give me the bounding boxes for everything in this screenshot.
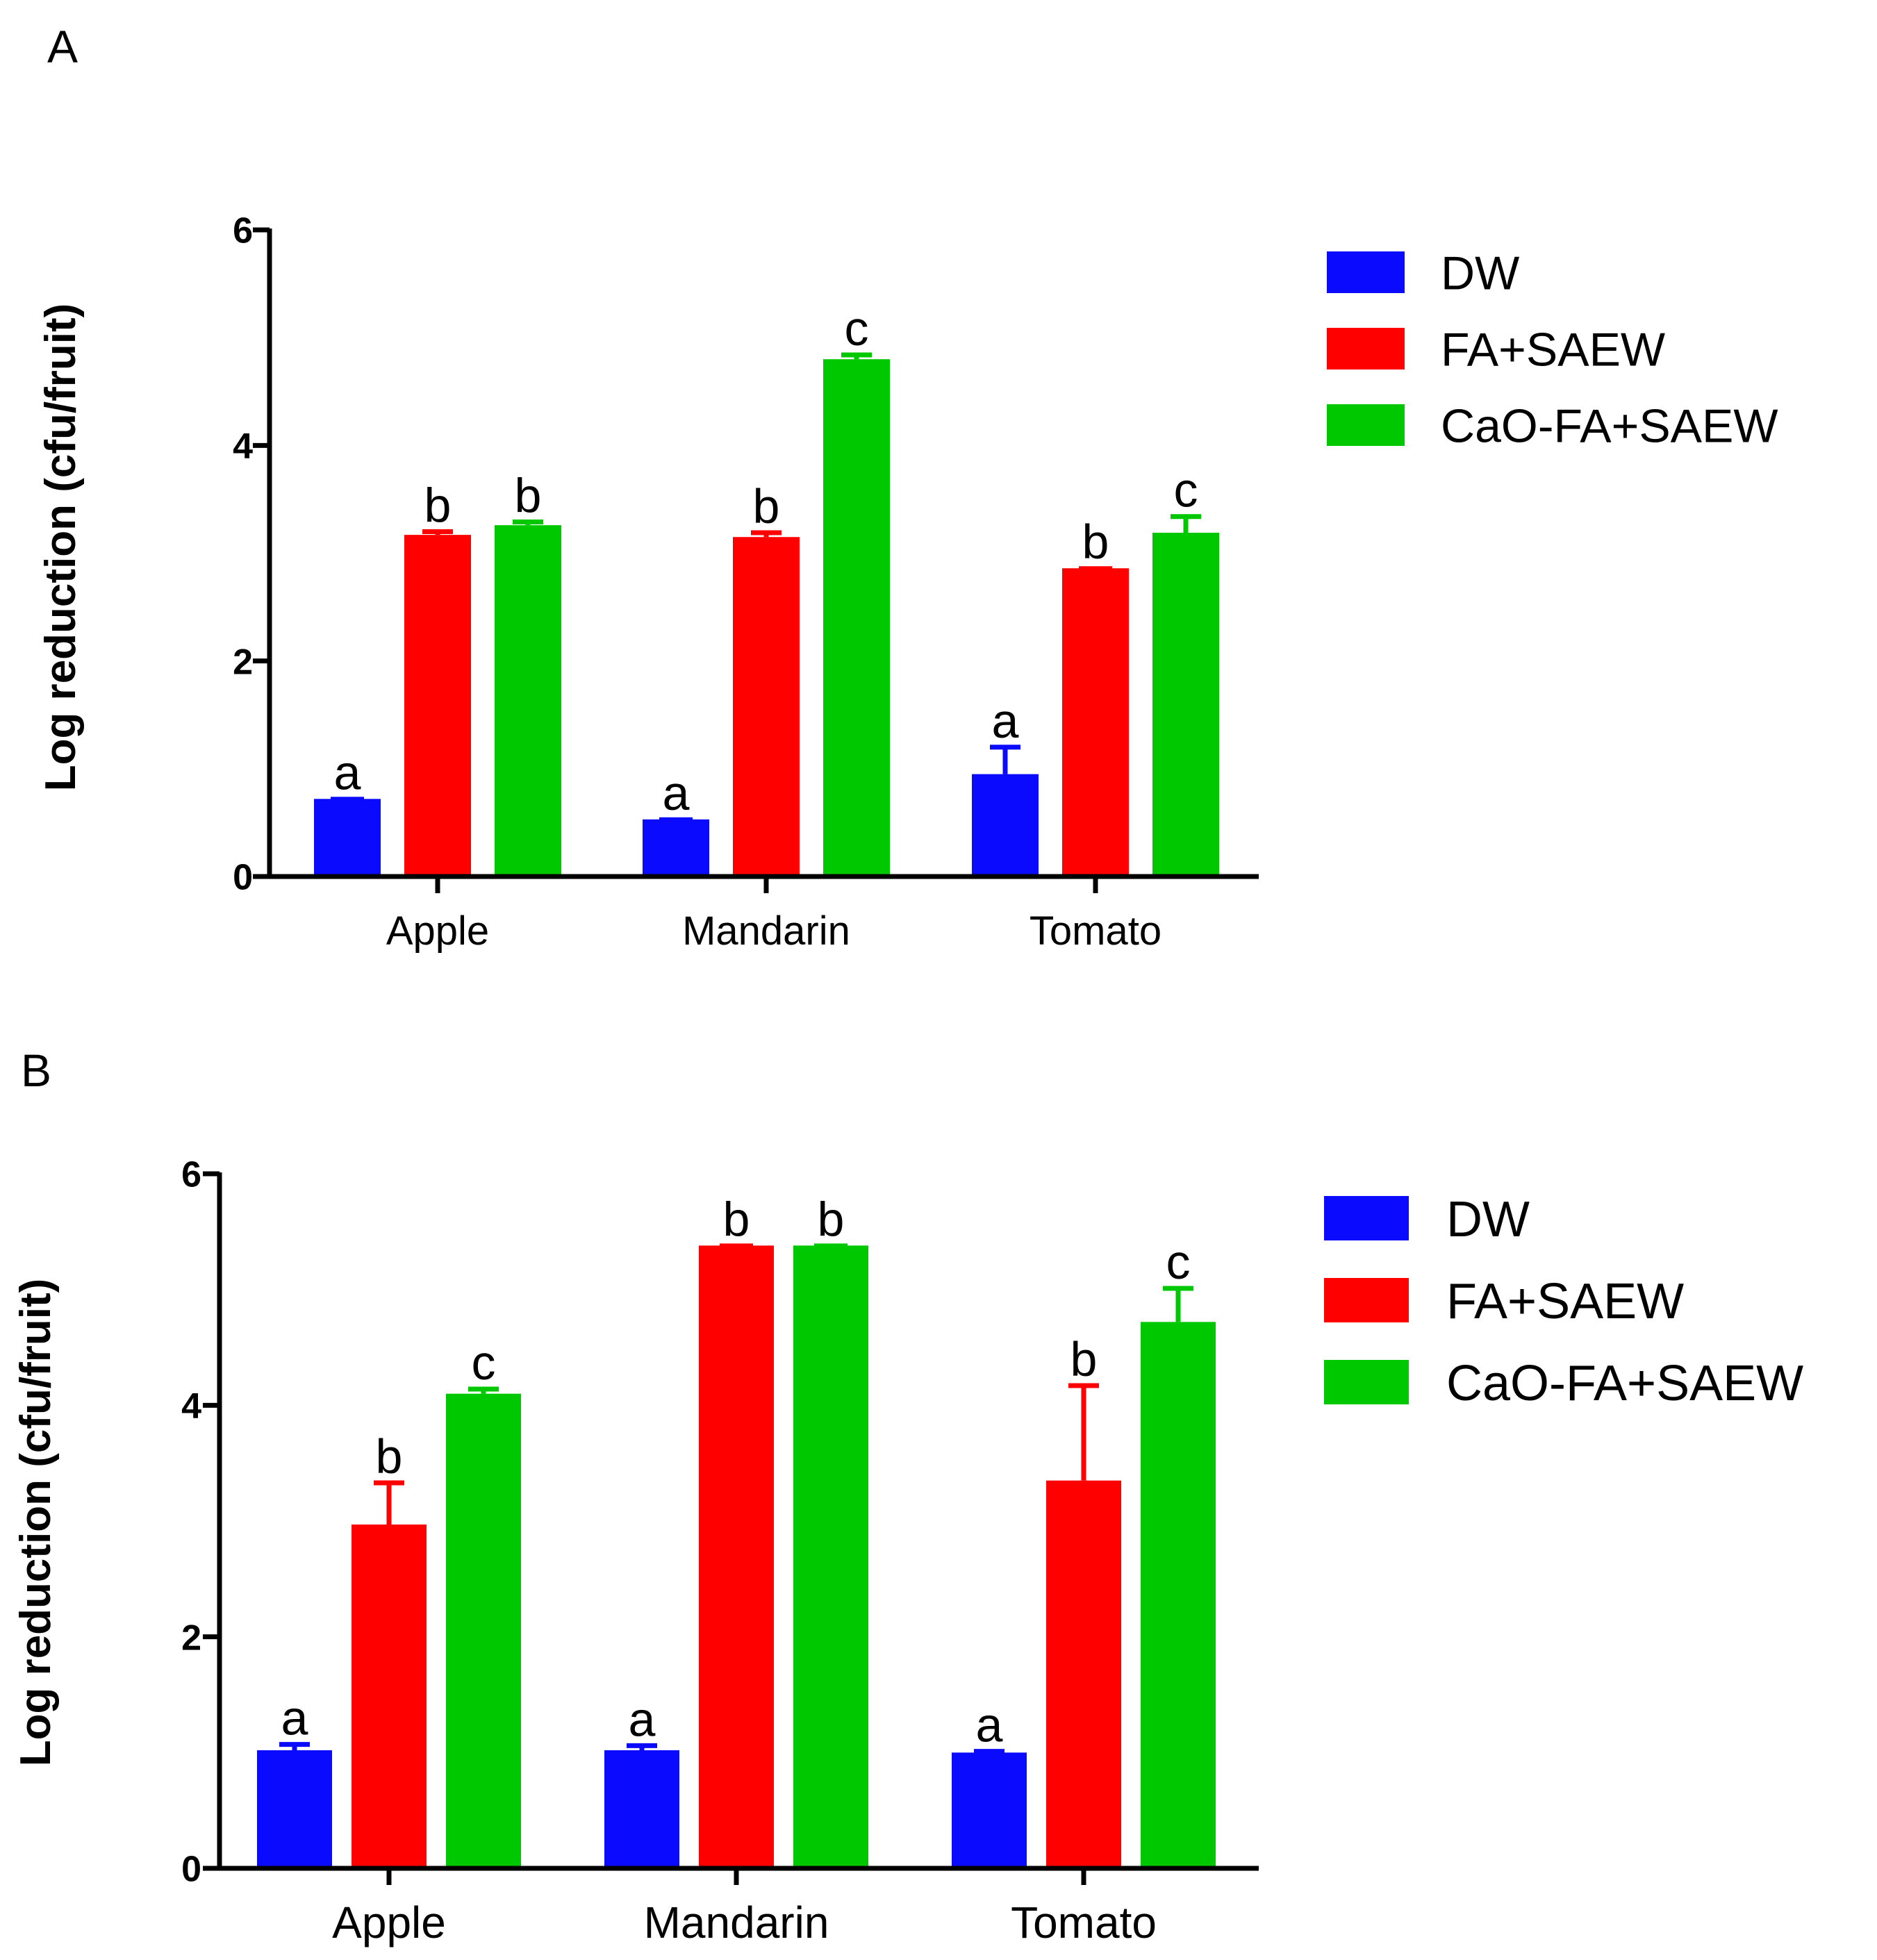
bar-cao-fa-saew-tomato — [1152, 533, 1219, 877]
x-tick-label-tomato: Tomato — [1011, 1897, 1157, 1947]
legend-swatch-fa-saew — [1324, 1278, 1409, 1322]
bar-dw-mandarin — [643, 819, 709, 877]
bar-dw-apple — [257, 1750, 332, 1868]
legend-label-fa-saew: FA+SAEW — [1441, 323, 1665, 376]
x-tick-label-tomato: Tomato — [1030, 908, 1161, 954]
bar-fa-saew-apple — [404, 535, 471, 877]
significance-label: b — [376, 1429, 403, 1484]
significance-label: c — [845, 301, 869, 356]
bar-dw-mandarin — [604, 1750, 679, 1868]
y-axis-label: Log reduction (cfu/fruit) — [12, 1279, 60, 1767]
y-tick-label: 6 — [181, 1155, 201, 1195]
significance-label: a — [281, 1691, 308, 1745]
x-tick-label-mandarin: Mandarin — [644, 1897, 829, 1947]
marks-panel-a: a a a b b b b c c — [314, 301, 1219, 877]
y-tick-label: 0 — [233, 858, 253, 898]
significance-label: b — [723, 1192, 750, 1246]
legend-label-fa-saew: FA+SAEW — [1446, 1274, 1684, 1329]
legend-swatch-dw — [1324, 1196, 1409, 1240]
bar-dw-tomato — [952, 1752, 1027, 1868]
marks-panel-b: a a a b b b c b c — [257, 1192, 1216, 1868]
bar-fa-saew-mandarin — [733, 537, 800, 877]
significance-label: a — [992, 694, 1019, 748]
bar-fa-saew-tomato — [1062, 568, 1129, 877]
bar-fa-saew-tomato — [1046, 1480, 1121, 1868]
y-tick-label: 6 — [233, 211, 253, 251]
significance-label: b — [424, 478, 452, 532]
y-tick-label: 2 — [233, 642, 253, 682]
y-tick-label: 0 — [181, 1850, 201, 1890]
legend-label-cao-fa-saew: CaO-FA+SAEW — [1446, 1356, 1803, 1411]
axes-panel-b: 0 2 4 6 Apple Mandarin Tomato — [181, 1155, 1259, 1947]
y-tick-label: 4 — [181, 1386, 201, 1427]
legend-swatch-dw — [1327, 251, 1405, 293]
y-axis-label: Log reduction (cfu/fruit) — [37, 304, 85, 792]
bar-cao-fa-saew-apple — [495, 525, 561, 877]
legend-swatch-cao-fa-saew — [1324, 1360, 1409, 1404]
x-tick-label-mandarin: Mandarin — [682, 908, 850, 954]
bar-fa-saew-mandarin — [699, 1245, 774, 1868]
significance-label: a — [976, 1698, 1003, 1752]
y-tick-label: 2 — [181, 1618, 201, 1658]
significance-label: b — [515, 469, 542, 523]
legend-swatch-cao-fa-saew — [1327, 404, 1405, 446]
panel-label-a: A — [47, 21, 78, 72]
significance-label: a — [334, 745, 361, 799]
significance-label: a — [663, 766, 690, 820]
legend-label-cao-fa-saew: CaO-FA+SAEW — [1441, 399, 1778, 452]
x-tick-label-apple: Apple — [332, 1897, 446, 1947]
bar-cao-fa-saew-mandarin — [793, 1245, 868, 1868]
significance-label: b — [753, 479, 780, 533]
significance-label: b — [1082, 515, 1109, 569]
significance-label: c — [472, 1336, 496, 1390]
bar-cao-fa-saew-mandarin — [823, 359, 890, 877]
significance-label: b — [1070, 1332, 1098, 1386]
significance-label: a — [629, 1692, 656, 1746]
significance-label: b — [818, 1192, 845, 1246]
y-tick-label: 4 — [233, 426, 253, 467]
bar-dw-apple — [314, 799, 381, 877]
legend-label-dw: DW — [1441, 247, 1519, 299]
significance-label: c — [1166, 1235, 1191, 1289]
chart-panel-b: a a a b b b c b c 0 2 4 6 Apple Mandarin Tomato Log re… — [12, 1155, 1803, 1947]
legend-swatch-fa-saew — [1327, 328, 1405, 369]
significance-label: c — [1174, 463, 1198, 517]
chart-panel-a: a a a b b b b c c 0 2 4 6 Apple Mandarin Tomato Log re… — [37, 211, 1778, 954]
bar-cao-fa-saew-tomato — [1141, 1322, 1216, 1868]
bar-dw-tomato — [972, 774, 1039, 877]
axes-panel-a: 0 2 4 6 Apple Mandarin Tomato — [233, 211, 1259, 954]
panel-label-b: B — [21, 1045, 51, 1096]
legend-panel-b: DW FA+SAEW CaO-FA+SAEW — [1324, 1192, 1803, 1411]
legend-panel-a: DW FA+SAEW CaO-FA+SAEW — [1327, 247, 1778, 452]
bar-fa-saew-apple — [352, 1525, 427, 1868]
x-tick-label-apple: Apple — [386, 908, 489, 954]
legend-label-dw: DW — [1446, 1192, 1530, 1247]
bar-cao-fa-saew-apple — [446, 1393, 521, 1868]
